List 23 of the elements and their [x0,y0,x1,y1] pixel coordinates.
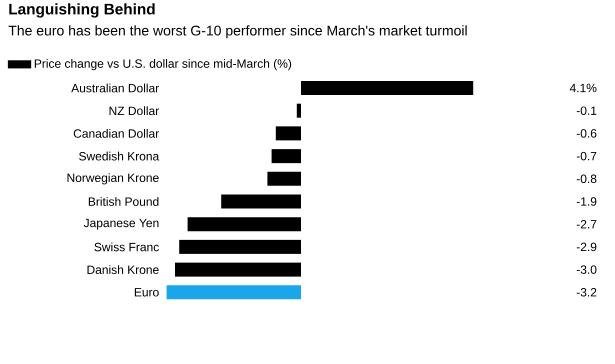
y-tick-label: Japanese Yen [84,218,158,230]
y-tick-label: Norwegian Krone [67,173,159,184]
y-tick-label: Canadian Dollar [74,128,159,138]
data-label: -2.9 [576,242,596,252]
y-tick-label: Australian Dollar [71,84,160,92]
y-tick-label: Swedish Krona [79,152,160,161]
data-label: -1.9 [576,197,596,206]
legend-label: Price change vs U.S. dollar since mid-March (%) [34,59,292,70]
data-label: -3.0 [576,265,596,274]
data-label: -0.6 [576,129,596,138]
chart-title: Languishing Behind [9,3,155,18]
data-label: -0.7 [576,152,596,160]
y-tick-label: British Pound [88,197,158,206]
y-tick-label: Swiss Franc [94,242,159,252]
data-label: -3.2 [576,288,596,297]
y-tick-label: Euro [134,288,159,296]
y-tick-label: NZ Dollar [110,106,160,116]
data-label: -0.8 [576,174,596,184]
data-label: -0.1 [576,106,596,115]
chart-subtitle: The euro has been the worst G-10 performer since March's market turmoil [8,25,467,38]
data-label: 4.1% [570,84,596,92]
y-tick-label: Danish Krone [88,265,159,274]
data-label: -2.7 [576,220,596,228]
